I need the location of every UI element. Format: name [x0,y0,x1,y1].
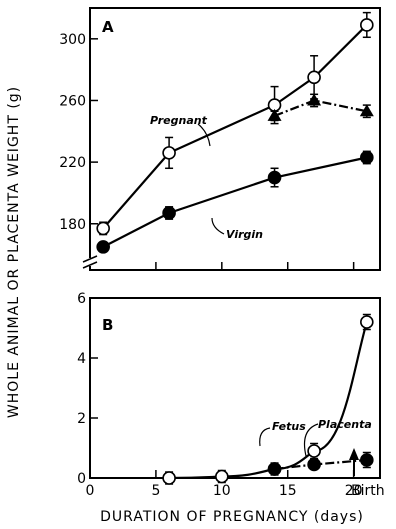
x-tick-label: 10 [213,483,231,499]
data-point-open-circle [162,471,176,485]
annotation-pregnant: Pregnant [150,114,208,127]
series-line [102,24,368,230]
data-point-open-circle [96,221,110,236]
x-tick-birth: Birth [351,483,385,499]
y-tick-label: 220 [59,155,86,171]
data-point-open-circle [215,469,229,484]
panel-b-label: B [102,316,113,334]
data-point-filled-circle [360,150,374,165]
panel-a-frame [89,7,381,271]
y-tick-label: 6 [77,291,86,307]
data-point-filled-circle [267,462,282,476]
y-tick-label: 260 [59,93,86,109]
y-tick-label: 2 [77,411,86,427]
panel-b-lines [169,321,368,480]
series-line [102,156,368,248]
annotation-placenta-leader [303,423,319,457]
birth-arrow [349,448,359,476]
panel-a-axis-break [82,255,98,269]
y-axis-label: WHOLE ANIMAL OR PLACENTA WEIGHT (g) [6,86,22,418]
data-point-open-circle [360,18,374,32]
annotation-virgin-leader [211,217,225,235]
annotation-virgin: Virgin [226,228,263,241]
data-point-filled-circle [267,170,282,185]
data-point-filled-circle [307,457,321,472]
y-tick-label: 0 [77,471,86,487]
data-point-open-circle [307,444,321,458]
x-axis-label: DURATION OF PREGNANCY (days) [100,509,364,525]
data-point-triangle [359,104,374,117]
annotation-pregnant-leader [197,123,211,147]
panel-a: A 180 220 260 300 Pregnant Virgin [59,7,381,271]
data-point-filled-circle [96,240,110,254]
data-point-open-circle [307,70,321,85]
annotation-fetus: Fetus [272,420,306,433]
x-axis-ticks: 0 5 10 15 20 [86,483,363,499]
data-point-filled-circle [162,206,176,220]
x-tick-label: 20 [345,483,363,499]
series-line [274,99,368,117]
data-point-filled-circle [360,453,374,467]
panel-b: B 0 2 4 6 Fetus Placenta 0 5 10 15 20 Birth [77,291,385,499]
panel-a-label: A [102,18,114,36]
data-point-open-circle [162,146,176,160]
y-tick-label: 4 [77,351,86,367]
x-tick-label: 5 [151,483,160,499]
panel-b-frame [89,297,381,479]
data-point-triangle [267,108,282,121]
data-point-open-circle [360,315,374,329]
annotation-placenta: Placenta [318,418,372,431]
data-point-triangle [307,93,322,106]
series-line [169,321,368,480]
panel-b-markers [162,313,374,485]
x-tick-label: 15 [279,483,297,499]
panel-a-markers [96,11,374,254]
panel-a-lines [102,24,368,248]
y-tick-label: 180 [59,217,86,233]
annotation-fetus-leader [259,427,271,447]
y-tick-label: 300 [59,32,86,48]
x-tick-label: 0 [86,483,95,499]
panel-b-y-ticks: 0 2 4 6 [77,291,355,487]
